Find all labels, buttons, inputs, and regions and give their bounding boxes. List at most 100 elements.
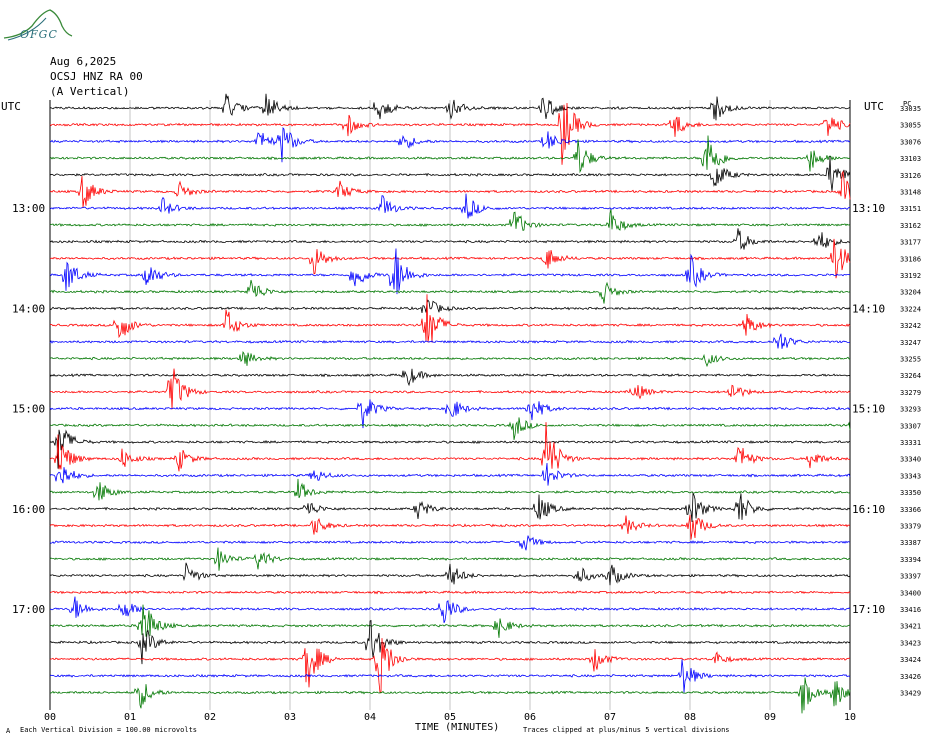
seismic-trace [49, 135, 851, 174]
trace-id-label: 33394 [900, 556, 921, 564]
seismic-trace [49, 514, 851, 540]
seismic-trace [49, 193, 851, 219]
seismic-trace [49, 429, 851, 469]
trace-id-label: 33264 [900, 372, 921, 380]
trace-id-label: 33366 [900, 506, 921, 514]
trace-id-label: 33162 [900, 222, 921, 230]
seismic-trace [49, 170, 851, 208]
seismic-trace [49, 93, 851, 121]
seismic-trace [49, 399, 851, 429]
seismic-trace [49, 547, 851, 571]
right-time-label: 14:10 [852, 302, 885, 315]
seismic-trace [50, 596, 851, 623]
trace-id-label: 33186 [900, 255, 921, 263]
corner-mark: A [6, 727, 11, 735]
top-right-label: PC [903, 100, 911, 108]
trace-id-label: 33103 [900, 155, 921, 163]
trace-id-label: 33279 [900, 389, 921, 397]
x-tick-label: 09 [764, 712, 776, 723]
seismic-trace [49, 248, 851, 295]
right-time-label: 13:10 [852, 202, 885, 215]
seismic-trace [49, 368, 851, 387]
seismic-trace [49, 156, 851, 191]
seismic-trace [49, 638, 851, 694]
trace-id-label: 33151 [900, 205, 921, 213]
seismic-trace [49, 590, 851, 595]
seismic-trace [49, 417, 851, 440]
trace-id-label: 33350 [900, 489, 921, 497]
grid-layer [49, 100, 851, 710]
trace-id-label: 33400 [900, 589, 921, 597]
trace-id-label: 33255 [900, 356, 921, 364]
seismic-trace [49, 351, 851, 368]
clip-note: Traces clipped at plus/minus 5 vertical … [523, 726, 730, 734]
seismic-trace [49, 491, 851, 523]
left-time-label: 14:00 [12, 302, 45, 315]
component-label: (A Vertical) [50, 85, 130, 98]
seismic-trace [49, 209, 851, 231]
trace-id-label: 33055 [900, 122, 921, 130]
seismic-trace [49, 279, 851, 304]
trace-id-label: 33242 [900, 322, 921, 330]
trace-id-label: 33343 [900, 472, 921, 480]
trace-id-label: 33076 [900, 138, 921, 146]
seismic-trace [49, 659, 851, 693]
x-tick-label: 00 [44, 712, 56, 723]
trace-id-label: 33426 [900, 673, 921, 681]
utc-left-label: UTC [1, 100, 21, 113]
x-tick-label: 05 [444, 712, 456, 723]
trace-id-label: 33416 [900, 606, 921, 614]
seismic-trace [49, 677, 851, 714]
left-time-label: 17:00 [12, 603, 45, 616]
trace-id-label: 33293 [900, 406, 921, 414]
seismic-trace [49, 478, 851, 501]
logo-text: OFGC [20, 28, 58, 41]
trace-id-label: 33247 [900, 339, 921, 347]
seismic-trace [49, 299, 851, 313]
seismic-trace [49, 604, 851, 638]
left-time-label: 13:00 [12, 202, 45, 215]
seismic-trace [49, 238, 851, 279]
ofgc-logo-icon [3, 9, 73, 41]
utc-right-label: UTC [864, 100, 884, 113]
left-time-label: 15:00 [12, 403, 45, 416]
x-tick-label: 07 [604, 712, 616, 723]
right-time-label: 15:10 [852, 403, 885, 416]
trace-id-label: 33177 [900, 239, 921, 247]
x-tick-label: 04 [364, 712, 376, 723]
x-tick-label: 10 [844, 712, 856, 723]
right-time-label: 17:10 [852, 603, 885, 616]
trace-id-label: 33397 [900, 573, 921, 581]
trace-id-label: 33340 [900, 456, 921, 464]
trace-id-label: 33126 [900, 172, 921, 180]
trace-id-label: 33387 [900, 539, 921, 547]
seismic-trace [49, 228, 851, 250]
seismic-trace [49, 368, 851, 410]
trace-id-label: 33423 [900, 639, 921, 647]
seismic-trace [49, 294, 851, 343]
x-tick-label: 01 [124, 712, 136, 723]
seismic-trace [50, 126, 851, 163]
trace-id-label: 33429 [900, 690, 921, 698]
trace-id-label: 33224 [900, 305, 921, 313]
trace-id-label: 33307 [900, 422, 921, 430]
trace-id-label: 33331 [900, 439, 921, 447]
x-tick-label: 06 [524, 712, 536, 723]
trace-id-label: 33424 [900, 656, 921, 664]
seismic-trace [49, 102, 851, 165]
seismic-trace [49, 462, 851, 486]
trace-layer [49, 93, 851, 714]
x-tick-label: 08 [684, 712, 696, 723]
station-code: OCSJ HNZ RA 00 [50, 70, 143, 83]
trace-id-label: 33379 [900, 523, 921, 531]
seismic-trace [49, 422, 850, 472]
trace-id-label: 33035 [900, 105, 921, 113]
label-layer: 00 01 02 03 04 05 06 07 08 09 10 33035 33055 33076 331… [12, 105, 921, 723]
seismic-trace [49, 333, 851, 349]
trace-id-label: 33204 [900, 289, 921, 297]
right-time-label: 16:10 [852, 503, 885, 516]
seismic-trace [49, 619, 851, 665]
left-time-label: 16:00 [12, 503, 45, 516]
